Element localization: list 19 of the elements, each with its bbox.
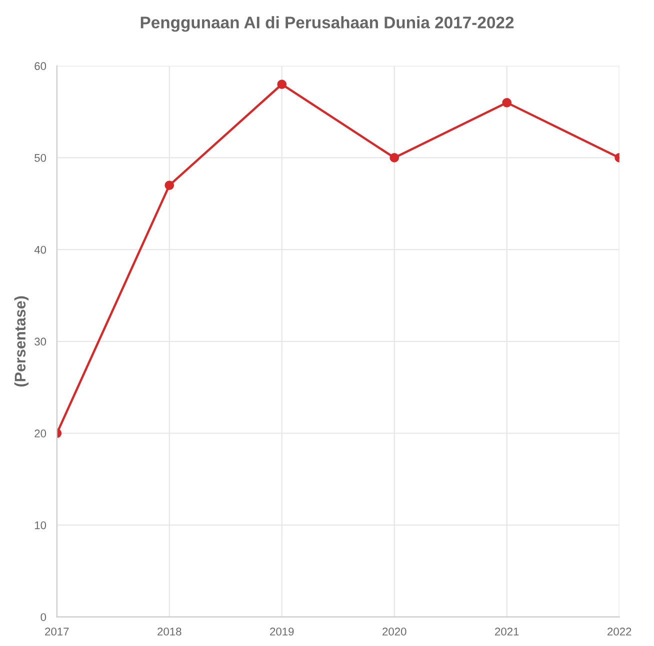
point [390,153,400,162]
point [277,80,287,89]
y-tick-label: 0 [40,613,46,622]
x-tick-label: 2018 [158,628,182,636]
y-tick-label: 20 [34,430,46,438]
x-tick-label: 2020 [382,628,406,636]
y-tick-label: 10 [34,521,46,530]
y-axis-title: (Persentase) [14,296,29,386]
x-tick-label: 2019 [270,628,294,636]
y-tick-label: 30 [34,338,46,346]
chart-title: Penggunaan AI di Perusahaan Dunia 2017-2022 [140,16,514,32]
x-tick-label: 2022 [608,628,632,636]
y-tick-label: 40 [34,246,46,254]
point [164,180,174,190]
y-tick-label: 50 [34,154,46,162]
y-tick-label: 60 [34,62,46,70]
x-tick-label: 2021 [495,628,519,636]
point [502,98,512,108]
x-tick-label: 2017 [45,628,69,636]
